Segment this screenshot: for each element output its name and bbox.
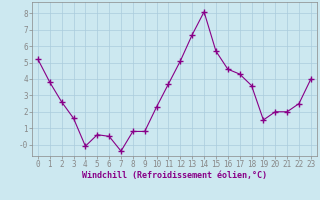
X-axis label: Windchill (Refroidissement éolien,°C): Windchill (Refroidissement éolien,°C) <box>82 171 267 180</box>
